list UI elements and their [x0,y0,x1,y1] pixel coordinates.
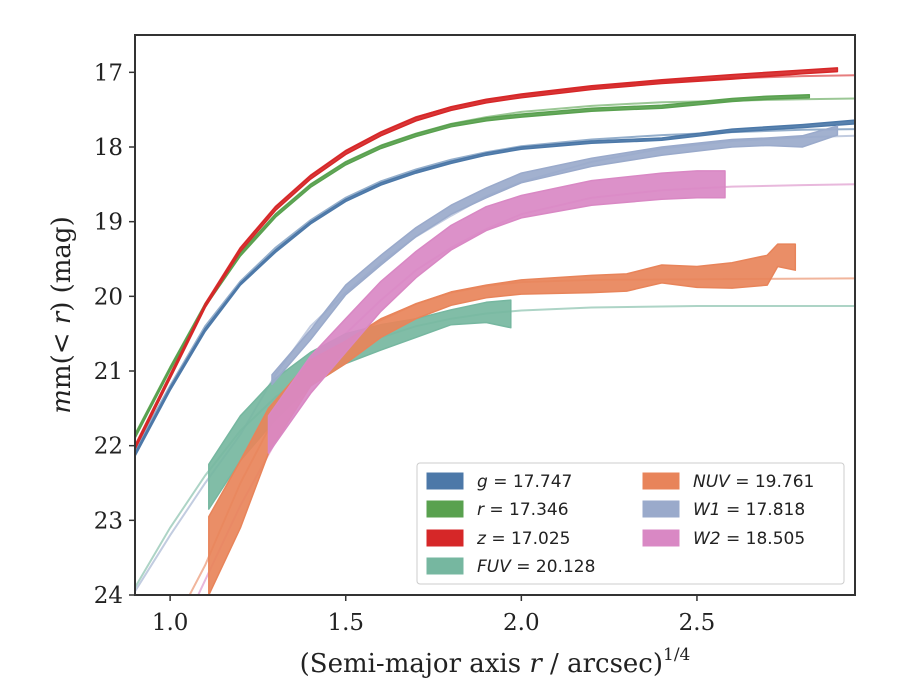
profile-band-nuv [208,243,797,595]
y-tick-label: 18 [94,135,123,161]
y-tick-label: 20 [94,284,123,310]
profile-band-w1 [271,125,839,386]
plot-frame [134,34,856,596]
legend-label-nuv: NUV = 19.761 [693,472,814,492]
legend-swatch-g [426,472,464,490]
y-tick-label: 21 [94,359,123,385]
profile-band-z [135,67,839,451]
legend-swatch-w1 [642,500,680,518]
x-tick-label: 1.0 [152,610,189,636]
x-tick-label: 2.0 [503,610,540,636]
y-tick-label: 22 [94,434,123,460]
profile-bands [135,67,855,595]
x-axis-label: (Semi-major axis r / arcsec)1/4 [300,645,691,679]
legend-swatch-z [426,529,464,547]
x-tick-label: 2.5 [679,610,716,636]
legend-swatch-fuv [426,557,464,575]
model-curve-g [135,128,855,450]
y-tick-label: 19 [94,210,123,236]
y-tick-label: 17 [94,60,123,86]
profile-band-w2 [267,170,726,454]
legend-swatch-r [426,500,464,518]
profile-band-r [135,93,811,439]
y-tick-label: 24 [94,583,123,609]
y-axis-label: mm(< r) (mag) [47,216,77,413]
legend-label-w2: W2 = 18.505 [693,529,805,549]
legend-label-g: g = 17.747 [477,472,572,492]
legend-frame [416,462,845,585]
legend-swatch-nuv [642,472,680,490]
legend-label-z: z = 17.025 [476,529,570,549]
legend-label-r: r = 17.346 [477,500,569,520]
legend-label-w1: W1 = 17.818 [693,500,805,520]
y-tick-label: 23 [94,508,123,534]
legend-swatch-w2 [642,529,680,547]
profile-band-g [135,119,855,457]
legend: g = 17.747 r = 17.346 z = 17.025 FUV = 20.1… [416,462,845,585]
x-tick-label: 1.5 [327,610,364,636]
legend-label-fuv: FUV = 20.128 [477,557,595,577]
